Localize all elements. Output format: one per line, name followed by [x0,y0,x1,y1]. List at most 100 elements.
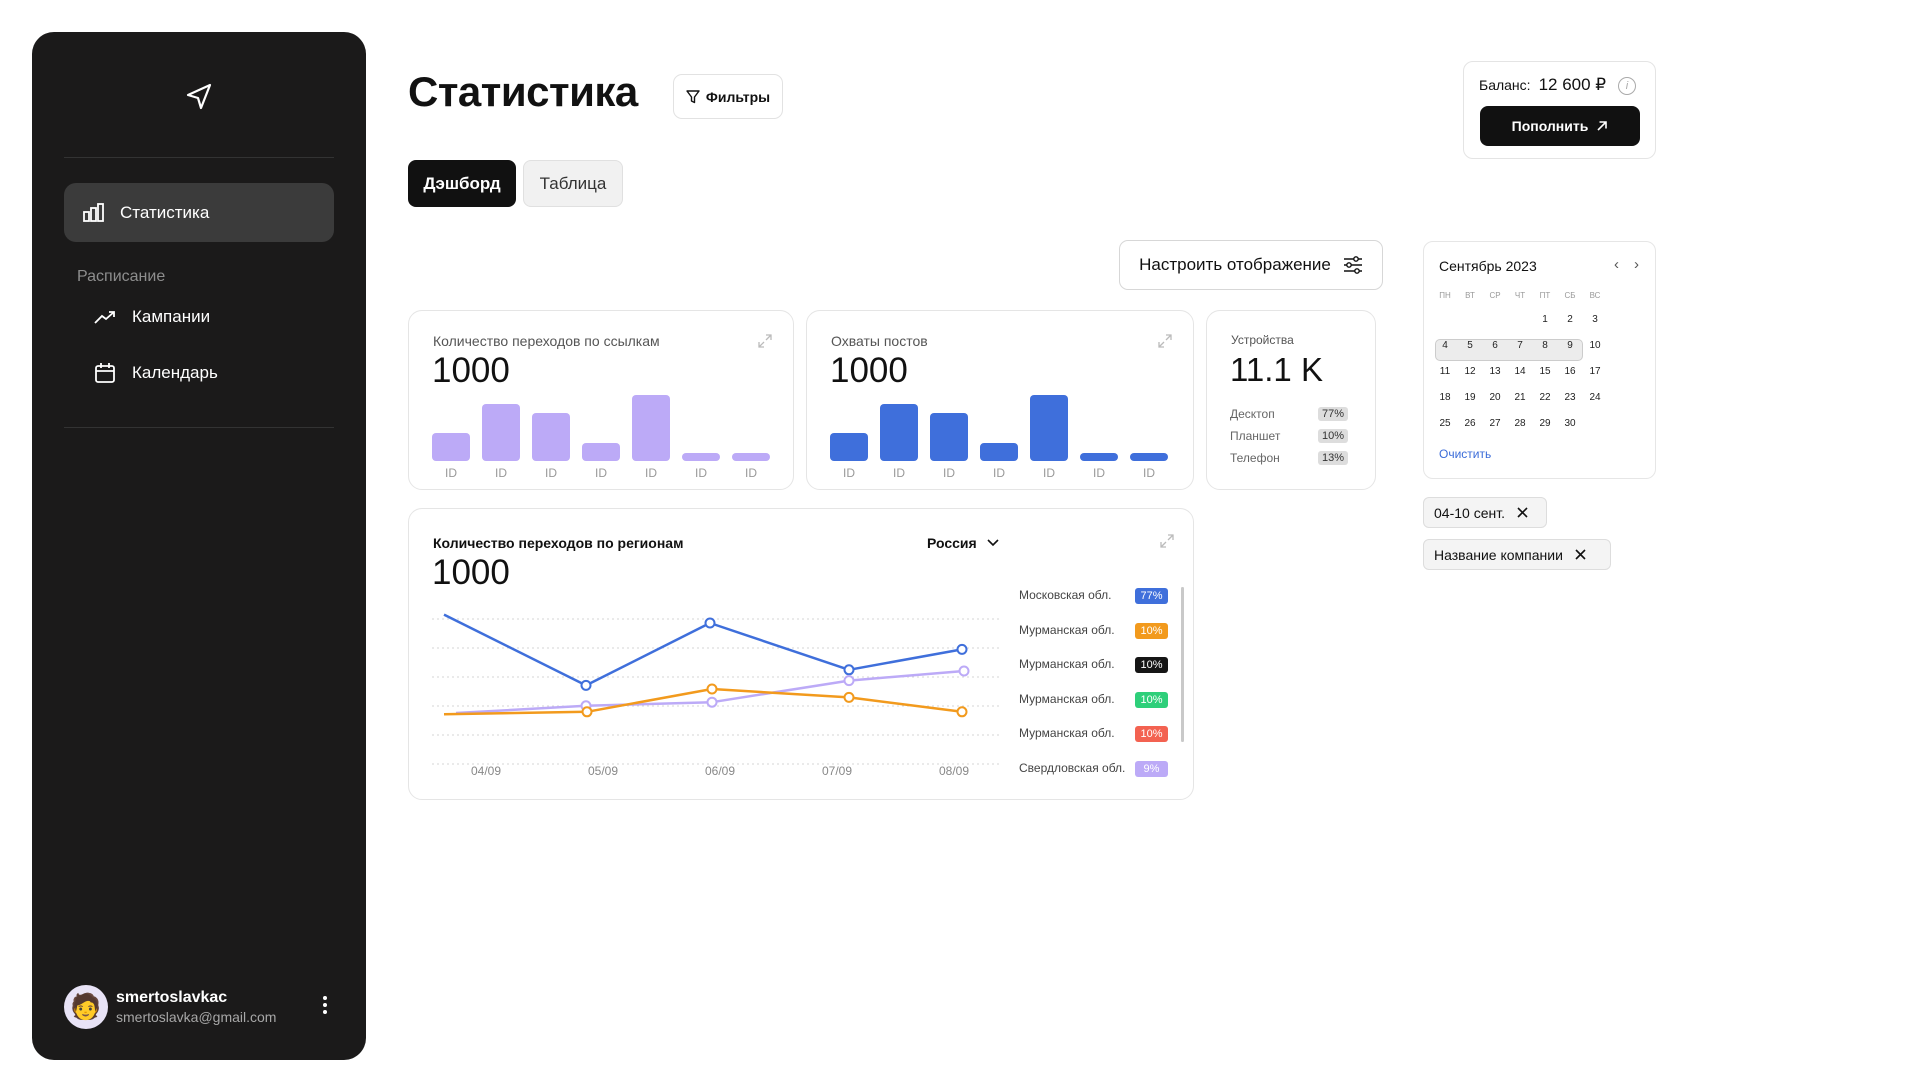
card-value: 11.1 K [1230,351,1323,388]
calendar-day[interactable]: 16 [1564,366,1576,377]
x-tick-label: 07/09 [822,764,852,778]
bar [880,404,918,461]
calendar-day[interactable]: 22 [1539,392,1551,403]
calendar-day[interactable]: 1 [1542,314,1548,325]
x-tick-label: 05/09 [588,764,618,778]
calendar-day[interactable]: 28 [1514,418,1526,429]
x-tick-label: 04/09 [471,764,501,778]
calendar-day[interactable]: 15 [1539,366,1551,377]
chevron-right-icon[interactable]: › [1634,256,1639,273]
sidebar-item-label: Кампании [132,307,211,326]
calendar-day[interactable]: 18 [1439,392,1451,403]
sidebar-item-statistics[interactable]: Статистика [64,183,334,242]
sidebar: Статистика Расписание Кампании Календарь… [32,32,366,1060]
data-point[interactable] [580,679,592,691]
calendar-day[interactable]: 11 [1439,366,1451,377]
calendar-day[interactable]: 23 [1564,392,1576,403]
calendar-day[interactable]: 8 [1542,340,1548,351]
data-point[interactable] [706,683,718,695]
sidebar-divider [64,427,334,428]
legend-label: Свердловская обл. [1019,761,1126,775]
card-title: Охваты постов [831,333,928,349]
data-point[interactable] [843,675,855,687]
sidebar-divider [64,157,334,158]
calendar-widget: Сентябрь 2023 ‹ › Очистить ПН ВТ СР ЧТ ПТ СБ В… [1423,241,1656,479]
data-point[interactable] [956,643,968,655]
info-icon[interactable]: i [1618,77,1636,95]
calendar-day[interactable]: 12 [1464,366,1476,377]
calendar-day[interactable]: 29 [1539,418,1551,429]
calendar-day[interactable]: 10 [1589,340,1601,351]
expand-icon[interactable] [758,334,772,348]
data-point[interactable] [843,664,855,676]
calendar-day[interactable]: 7 [1517,340,1523,351]
region-select-value: Россия [927,535,977,551]
send-logo-icon[interactable] [182,80,216,114]
calendar-day[interactable]: 9 [1567,340,1573,351]
calendar-day[interactable]: 13 [1489,366,1501,377]
user-email: smertoslavka@gmail.com [116,1009,277,1025]
data-point[interactable] [581,706,593,718]
data-point[interactable] [704,617,716,629]
legend-pct-badge: 10% [1135,726,1168,742]
weekday-label: ВС [1589,291,1601,300]
card-value: 1000 [432,351,510,390]
calendar-day[interactable]: 24 [1589,392,1601,403]
configure-display-button[interactable]: Настроить отображение [1119,240,1383,290]
region-select[interactable]: Россия [927,535,999,551]
bar-tick-label: ID [1093,466,1105,480]
x-tick-label: 06/09 [705,764,735,778]
topup-button[interactable]: Пополнить [1480,106,1640,146]
sidebar-item-calendar[interactable]: Календарь [94,362,218,384]
calendar-day[interactable]: 17 [1589,366,1601,377]
data-point[interactable] [843,691,855,703]
data-point[interactable] [958,665,970,677]
filter-icon [686,89,700,103]
card-title: Устройства [1231,333,1294,347]
user-profile[interactable]: 🧑 smertoslavkac smertoslavka@gmail.com [64,984,334,1030]
bar-tick-label: ID [1043,466,1055,480]
calendar-day[interactable]: 19 [1464,392,1476,403]
legend-scroll-thumb[interactable] [1181,587,1184,742]
calendar-day[interactable]: 14 [1514,366,1526,377]
close-icon[interactable] [1575,549,1586,560]
chevron-left-icon[interactable]: ‹ [1614,256,1619,273]
expand-icon[interactable] [1160,534,1174,548]
weekday-label: ЧТ [1514,291,1526,300]
tab-table[interactable]: Таблица [523,160,623,207]
filter-chip-campaign[interactable]: Название компании [1423,539,1611,570]
device-pct-badge: 13% [1318,451,1349,465]
calendar-day[interactable]: 25 [1439,418,1451,429]
data-point[interactable] [956,706,968,718]
calendar-day[interactable]: 30 [1564,418,1576,429]
filter-chip-date[interactable]: 04-10 сент. [1423,497,1547,528]
bar [1030,395,1068,461]
bar-tick-label: ID [843,466,855,480]
expand-icon[interactable] [1158,334,1172,348]
bar [1130,453,1168,461]
calendar-clear-link[interactable]: Очистить [1439,447,1492,461]
chip-label: Название компании [1434,546,1563,563]
series-line [443,613,963,687]
calendar-day[interactable]: 26 [1464,418,1476,429]
sidebar-item-campaigns[interactable]: Кампании [94,307,210,327]
close-icon[interactable] [1517,507,1528,518]
weekday-label: СР [1489,291,1501,300]
calendar-day[interactable]: 2 [1567,314,1573,325]
filters-button[interactable]: Фильтры [673,74,783,119]
reach-bar-labels: ID ID ID ID ID ID ID [830,466,1168,480]
calendar-day[interactable]: 20 [1489,392,1501,403]
more-options-icon[interactable] [322,994,328,1016]
bar [830,433,868,461]
bar [682,453,720,461]
calendar-day[interactable]: 5 [1467,340,1473,351]
reach-card: Охваты постов 1000 ID ID ID ID ID ID ID [806,310,1194,490]
calendar-day[interactable]: 21 [1514,392,1526,403]
calendar-day[interactable]: 3 [1592,314,1598,325]
calendar-day[interactable]: 27 [1489,418,1501,429]
calendar-day[interactable]: 4 [1442,340,1448,351]
calendar-day[interactable]: 6 [1492,340,1498,351]
data-point[interactable] [706,696,718,708]
tab-dashboard[interactable]: Дэшборд [408,160,516,207]
page-title: Статистика [408,68,638,115]
